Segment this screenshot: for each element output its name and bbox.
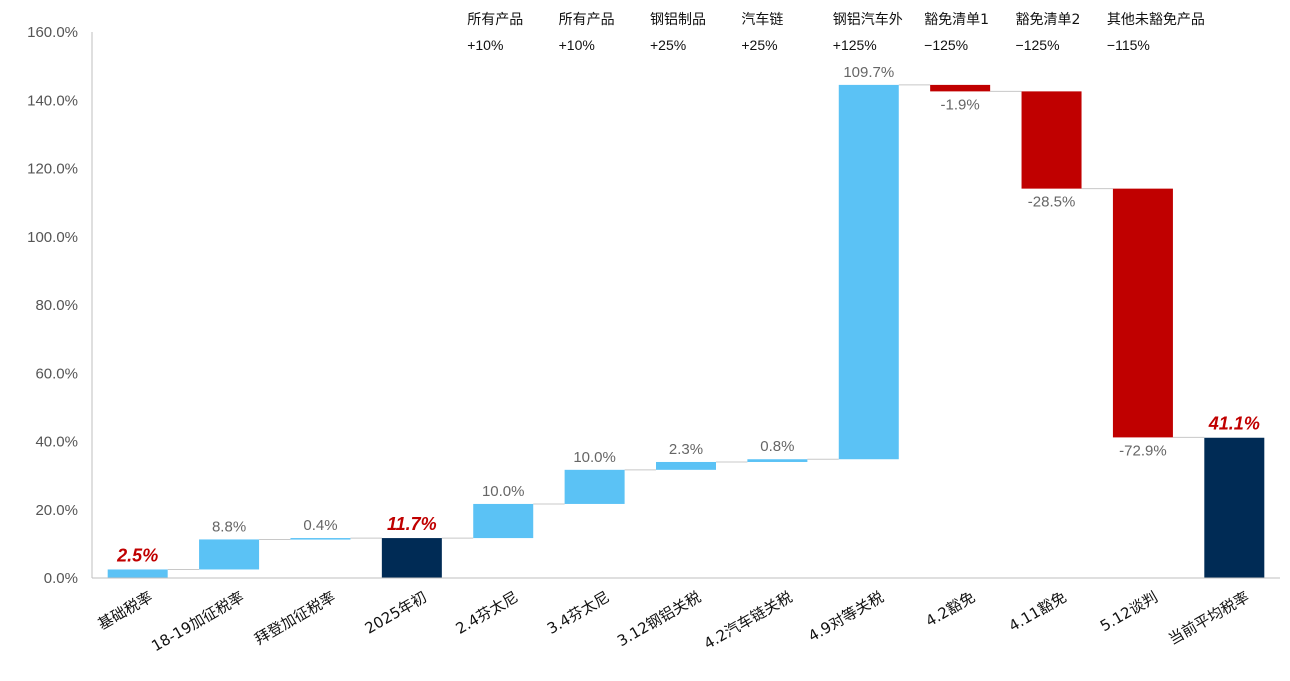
top-annotations: 所有产品 +10% 所有产品 +10% 钢铝制品 +25% 汽车链 +25% 钢铝汽车外 +125…	[467, 11, 1205, 53]
annotation-change: +10%	[467, 37, 503, 53]
waterfall-bar	[1112, 188, 1173, 438]
y-tick-label: 60.0%	[35, 365, 78, 382]
category-label: 2.4芬太尼	[453, 588, 522, 638]
annotation-title: 豁免清单2	[1016, 11, 1081, 28]
value-label: 2.3%	[669, 441, 703, 458]
value-label: -1.9%	[941, 96, 980, 113]
value-label: -72.9%	[1119, 442, 1167, 459]
category-label: 4.2豁免	[923, 588, 979, 631]
y-tick-label: 100.0%	[27, 229, 78, 246]
annotation-title: 所有产品	[559, 12, 615, 28]
y-tick-label: 40.0%	[35, 434, 78, 451]
category-label: 18-19加征税率	[148, 588, 247, 655]
y-tick-label: 80.0%	[35, 297, 78, 314]
annotation-change: +125%	[833, 37, 877, 53]
annotation-title: 钢铝汽车外	[833, 11, 903, 28]
value-label: 8.8%	[212, 518, 246, 535]
y-tick-label: 0.0%	[44, 570, 78, 587]
waterfall-bar	[199, 539, 260, 570]
y-tick-label: 120.0%	[27, 161, 78, 178]
annotation-title: 豁免清单1	[924, 11, 989, 28]
value-label: 2.5%	[116, 545, 158, 565]
waterfall-bar	[381, 538, 442, 578]
category-label: 拜登加征税率	[252, 588, 339, 649]
value-label: 0.8%	[760, 438, 794, 455]
waterfall-bar	[747, 459, 808, 462]
value-label: 0.4%	[303, 517, 337, 534]
value-label: -28.5%	[1028, 194, 1076, 211]
annotation-title: 所有产品	[467, 12, 523, 28]
value-label: 41.1%	[1208, 414, 1260, 434]
category-label: 3.4芬太尼	[544, 588, 613, 638]
annotation-change: −115%	[1107, 37, 1150, 53]
annotation-change: +25%	[650, 37, 686, 53]
annotation-title: 其他未豁免产品	[1107, 11, 1205, 28]
waterfall-bar	[564, 469, 625, 504]
annotation-change: +10%	[559, 37, 595, 53]
value-label: 10.0%	[573, 449, 616, 466]
value-label: 11.7%	[387, 514, 437, 534]
waterfall-bar	[473, 503, 534, 539]
waterfall-bar	[930, 84, 991, 92]
value-labels: 2.5% 8.8% 0.4% 11.7% 10.0% 10.0% 2.3% 0.8% 109.7…	[116, 64, 1260, 566]
waterfall-bar	[656, 461, 716, 470]
y-tick-label: 20.0%	[35, 502, 78, 519]
category-label: 基础税率	[95, 588, 156, 634]
category-label: 3.12钢铝关税	[614, 588, 704, 650]
category-label: 5.12谈判	[1097, 588, 1161, 635]
connector-lines	[167, 84, 1205, 570]
annotation-change: −125%	[1016, 37, 1060, 53]
annotation-change: +25%	[741, 37, 777, 53]
waterfall-bar	[1204, 437, 1265, 578]
y-tick-label: 160.0%	[27, 24, 78, 41]
category-label: 4.2汽车链关税	[701, 588, 796, 653]
value-label: 10.0%	[482, 483, 525, 500]
waterfall-bar	[838, 84, 899, 460]
value-label: 109.7%	[843, 64, 894, 81]
category-label: 4.9对等关税	[805, 588, 887, 646]
annotation-title: 汽车链	[741, 11, 783, 28]
waterfall-bar	[1021, 91, 1082, 189]
category-label: 4.11豁免	[1006, 588, 1070, 635]
annotation-title: 钢铝制品	[650, 12, 706, 28]
annotation-change: −125%	[924, 37, 968, 53]
waterfall-bar	[107, 569, 168, 578]
category-label: 当前平均税率	[1165, 588, 1252, 649]
y-tick-label: 140.0%	[27, 92, 78, 109]
category-label: 2025年初	[362, 588, 430, 638]
waterfall-bar	[290, 538, 351, 540]
bars	[107, 84, 1265, 578]
y-axis: 0.0% 20.0% 40.0% 60.0% 80.0% 100.0% 120.0% 140.…	[27, 24, 93, 587]
